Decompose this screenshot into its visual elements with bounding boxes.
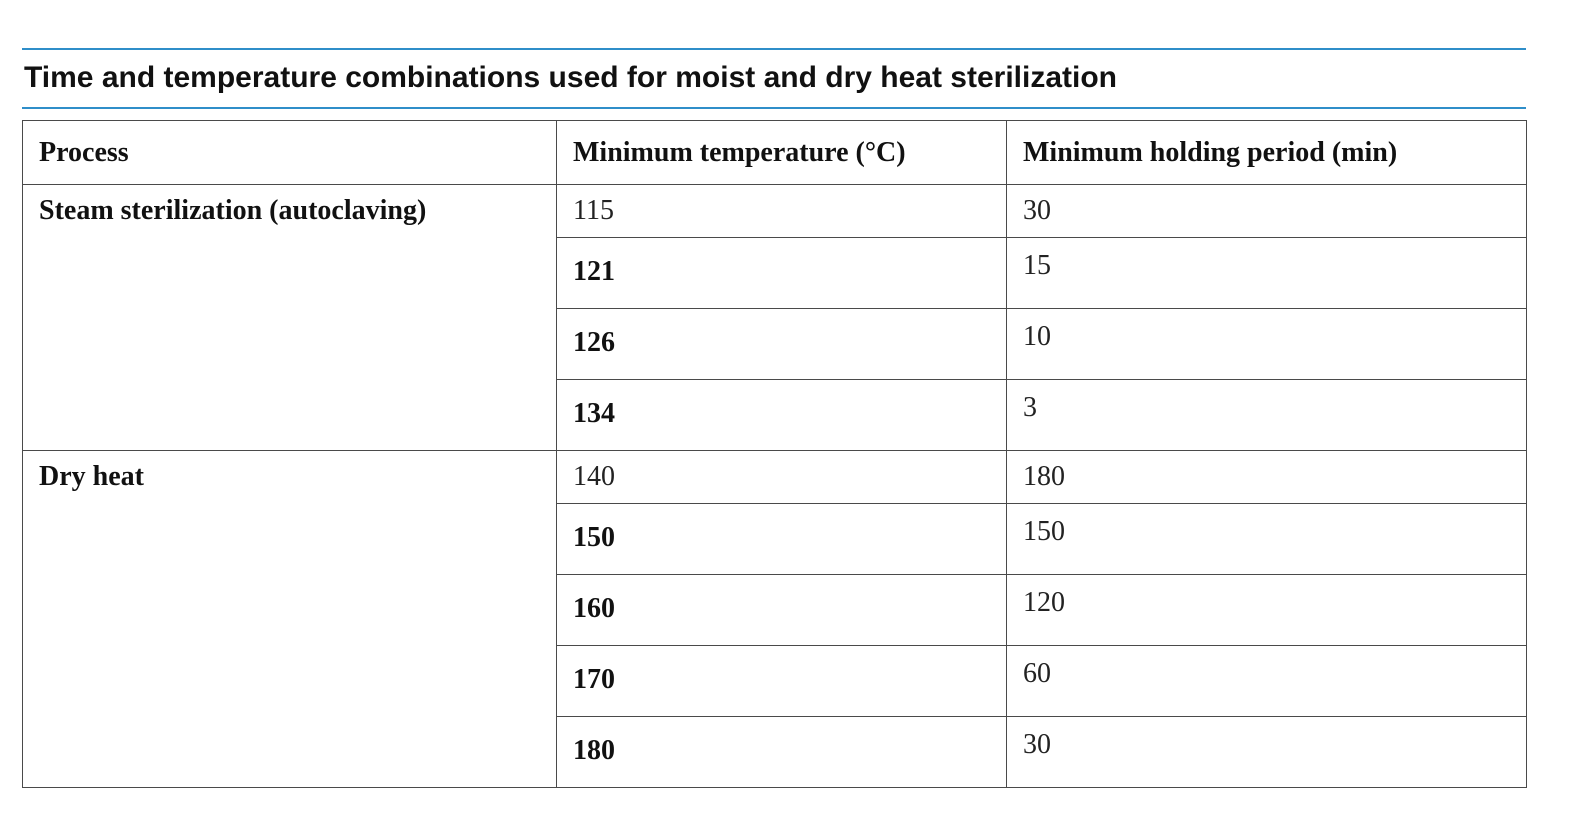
temperature-cell: 160	[556, 574, 1007, 646]
caption-bottom-rule	[22, 107, 1526, 109]
process-cell: Steam sterilization (autoclaving)	[22, 184, 557, 451]
holding-period-cell: 15	[1006, 237, 1527, 309]
table-row: 121 15	[23, 237, 1527, 309]
header-row: Process Minimum temperature (°C) Minimum…	[22, 120, 1527, 185]
temperature-cell: 121	[556, 237, 1007, 309]
temperature-cell: 150	[556, 503, 1007, 575]
table-row: Steam sterilization (autoclaving) 115 30	[22, 184, 1527, 451]
temperature-cell: 180	[556, 716, 1007, 788]
holding-period-cell: 60	[1006, 645, 1527, 717]
header-temperature: Minimum temperature (°C)	[556, 120, 1007, 185]
temperature-cell: 140	[556, 450, 1007, 504]
temperature-cell: 115	[556, 184, 1007, 238]
temperature-cell: 170	[556, 645, 1007, 717]
sterilization-table: Process Minimum temperature (°C) Minimum…	[22, 120, 1527, 788]
table-row: 134 3	[23, 379, 1527, 451]
header-holding-period: Minimum holding period (min)	[1006, 120, 1527, 185]
holding-period-cell: 3	[1006, 379, 1527, 451]
temperature-cell: 126	[556, 308, 1007, 380]
holding-period-cell: 30	[1006, 716, 1527, 788]
holding-period-cell: 180	[1006, 450, 1527, 504]
holding-period-cell: 30	[1006, 184, 1527, 238]
holding-period-cell: 150	[1006, 503, 1527, 575]
table-row: 160 120	[23, 574, 1527, 646]
table-row: 170 60	[23, 645, 1527, 717]
holding-period-cell: 10	[1006, 308, 1527, 380]
caption-top-rule	[22, 48, 1526, 50]
holding-period-cell: 120	[1006, 574, 1527, 646]
table-row: 180 30	[23, 716, 1527, 788]
process-cell: Dry heat	[22, 450, 557, 788]
header-process: Process	[22, 120, 557, 185]
table-row: Dry heat 140 180	[22, 450, 1527, 788]
table-caption: Time and temperature combinations used f…	[24, 61, 1117, 94]
temperature-cell: 134	[556, 379, 1007, 451]
table-row: 150 150	[23, 503, 1527, 575]
